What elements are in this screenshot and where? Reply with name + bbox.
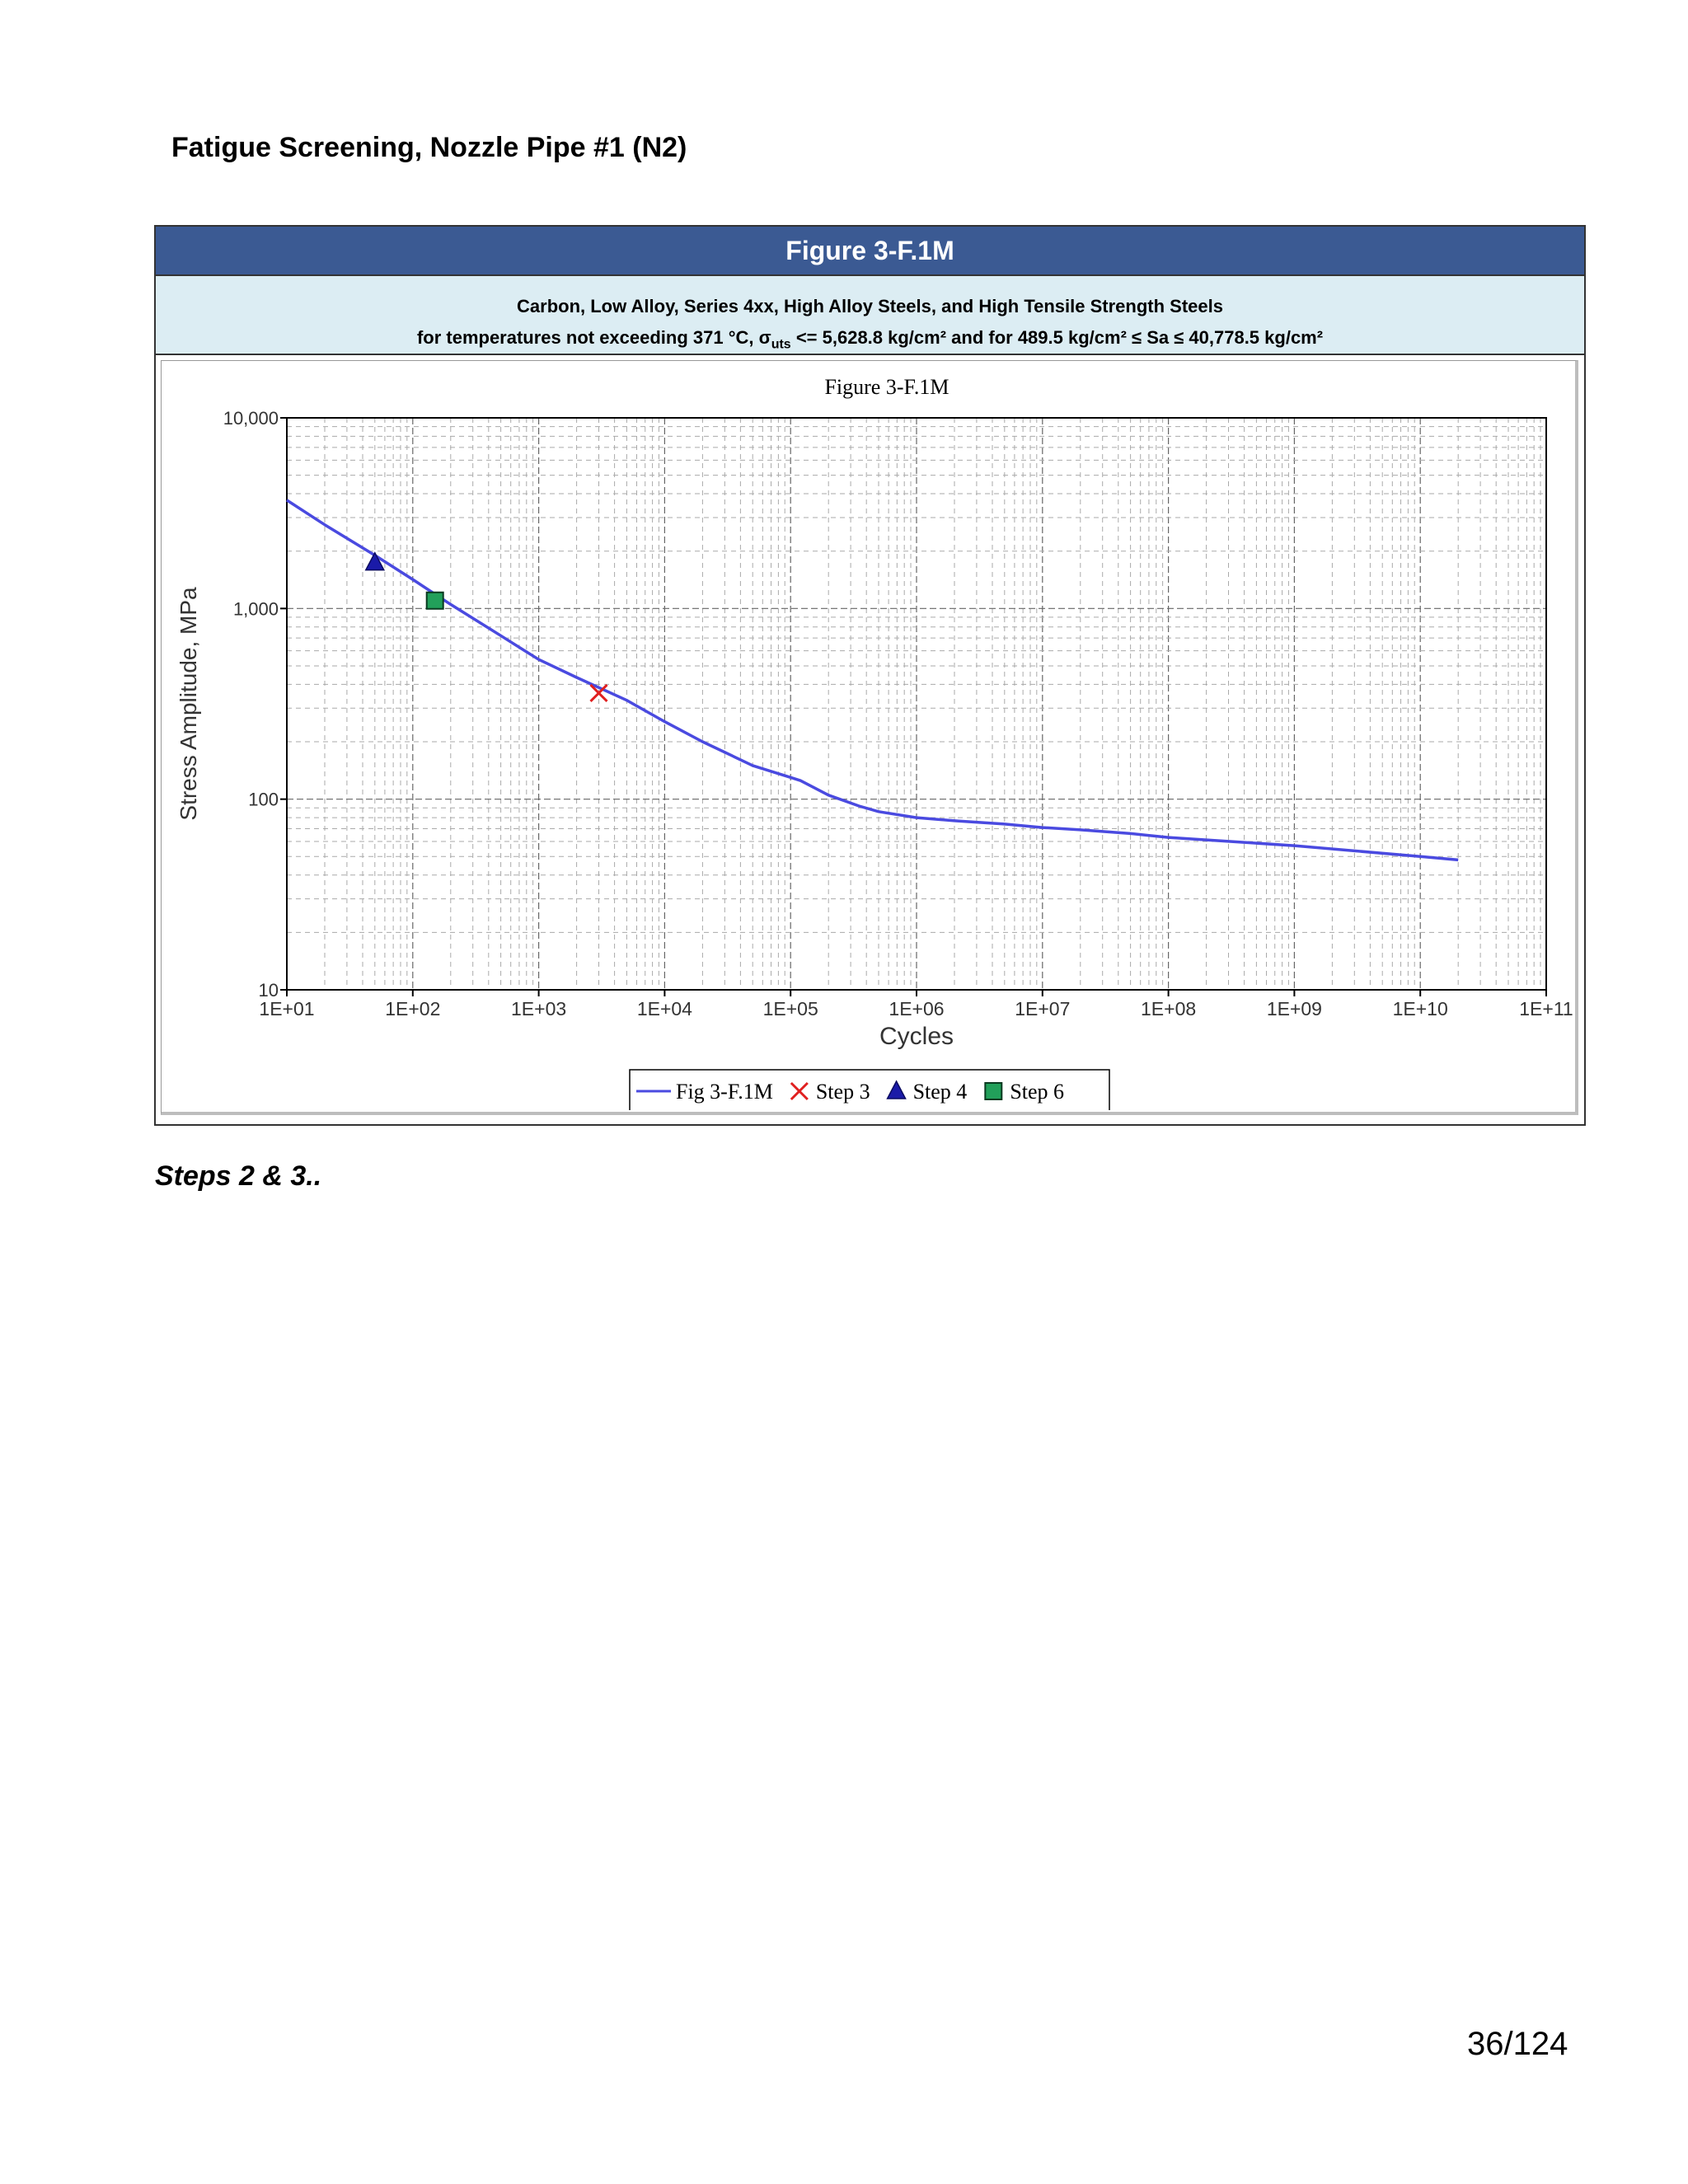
data-point-step-4 (364, 551, 386, 571)
legend-swatch-triangle (886, 1080, 907, 1099)
figure-subtitle: Carbon, Low Alloy, Series 4xx, High Allo… (156, 276, 1584, 355)
x-tick-label: 1E+01 (259, 998, 314, 1019)
chart-frame: 1E+01 1E+02 1E+03 1E+04 1E+05 1E+06 1E+07 1E+08… (161, 360, 1578, 1115)
y-tick-label: 100 (248, 790, 279, 810)
data-point-step-3 (589, 683, 608, 703)
subtitle-line-1: Carbon, Low Alloy, Series 4xx, High Allo… (517, 296, 1223, 316)
x-tick-label: 1E+04 (637, 998, 692, 1019)
y-tick-label: 10 (259, 980, 279, 1001)
x-tick-label: 1E+09 (1267, 998, 1322, 1019)
subtitle-line-2-post: <= 5,628.8 kg/cm² and for 489.5 kg/cm² ≤… (790, 327, 1324, 348)
fatigue-chart: 1E+01 1E+02 1E+03 1E+04 1E+05 1E+06 1E+07 1E+08… (176, 375, 1573, 1113)
chart-series (286, 499, 1459, 862)
subtitle-line-2: for temperatures not exceeding 371 °C, σ… (156, 327, 1584, 352)
page-number: 36/124 (1467, 2026, 1568, 2062)
figure-header: Figure 3-F.1M (156, 227, 1584, 276)
chart-legend: Fig 3-F.1M Step 3 Step 4 Step 6 (629, 1069, 1110, 1113)
legend-swatch-x (790, 1081, 809, 1101)
x-tick-label: 1E+03 (511, 998, 566, 1019)
x-tick-label: 1E+06 (889, 998, 944, 1019)
figure-panel: Figure 3-F.1M Carbon, Low Alloy, Series … (154, 225, 1586, 1126)
x-tick-label: 1E+08 (1141, 998, 1196, 1019)
legend-swatch-square (984, 1082, 1003, 1100)
legend-label: Step 6 (1010, 1080, 1064, 1104)
x-tick-label: 1E+05 (763, 998, 818, 1019)
legend-label: Step 4 (913, 1080, 968, 1104)
legend-label: Fig 3-F.1M (676, 1080, 773, 1104)
y-tick-label: 10,000 (223, 408, 279, 429)
data-point-step-6 (425, 591, 444, 610)
x-axis-label: Cycles (879, 1023, 954, 1050)
subtitle-line-2-pre: for temperatures not exceeding 371 °C, σ (416, 327, 771, 348)
subtitle-line-2-sub: uts (771, 337, 791, 352)
x-tick-label: 1E+11 (1519, 998, 1573, 1019)
y-tick-label: 1,000 (233, 598, 279, 619)
y-axis-label: Stress Amplitude, MPa (176, 587, 201, 821)
x-tick-label: 1E+07 (1015, 998, 1070, 1019)
x-tick-label: 1E+10 (1393, 998, 1448, 1019)
page-heading: Fatigue Screening, Nozzle Pipe #1 (N2) (171, 132, 687, 163)
chart-grid (286, 418, 1546, 991)
x-tick-label: 1E+02 (385, 998, 440, 1019)
chart-title: Figure 3-F.1M (824, 375, 949, 399)
axis-ticks: 1E+01 1E+02 1E+03 1E+04 1E+05 1E+06 1E+07 1E+08… (223, 408, 1573, 1019)
series-line-fig-3-f1m (286, 499, 1459, 862)
steps-note: Steps 2 & 3.. (155, 1160, 322, 1192)
legend-label: Step 3 (816, 1080, 870, 1104)
legend-box (629, 1069, 1110, 1113)
